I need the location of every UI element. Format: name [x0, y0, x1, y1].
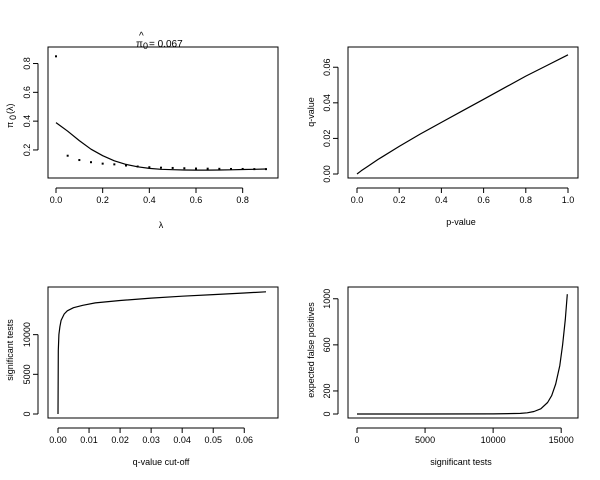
qvalue-x-axis: 0.0 0.2 0.4 0.6 0.8 1.0 — [351, 187, 575, 205]
qvalue-x-tick-label: 0.2 — [393, 195, 406, 205]
panel-false-positives: 0 5000 10000 15000 0 200 600 1000 significant … — [306, 286, 579, 467]
qvalue-y-axis: 0.00 0.02 0.04 0.06 — [322, 58, 339, 183]
pi0-title: ^ π 0 = 0.067 — [136, 31, 183, 51]
pi0-title-symbol: π — [136, 39, 143, 50]
pi0-title-hat: ^ — [139, 31, 144, 42]
qvalue-series — [356, 54, 569, 175]
pi0-y-axis-title-suffix: (λ) — [5, 104, 15, 115]
qvalue-y-tick-label: 0.00 — [322, 165, 332, 183]
significant-x-tick-label: 0.06 — [236, 435, 254, 445]
qvalue-plot-frame — [347, 46, 579, 179]
qvalue-y-axis-title: q-value — [306, 97, 316, 127]
pi0-x-tick-label: 0.6 — [190, 195, 203, 205]
qvalue-y-tick-label: 0.06 — [322, 58, 332, 76]
pi0-data-point — [66, 154, 69, 157]
false-positives-y-axis: 0 200 600 1000 — [322, 289, 339, 417]
pi0-title-subscript: 0 — [143, 41, 148, 51]
false-positives-y-tick-label: 200 — [322, 383, 332, 398]
pi0-x-axis-title: λ — [159, 220, 164, 230]
significant-y-axis: 0 5000 10000 — [22, 322, 39, 417]
pi0-data-point — [113, 163, 116, 166]
pi0-series-line — [55, 122, 267, 171]
significant-y-tick-label: 5000 — [22, 364, 32, 384]
pi0-x-tick-label: 0.8 — [236, 195, 249, 205]
significant-series-line — [57, 291, 267, 415]
pi0-y-axis-title-subscript: 0 — [8, 115, 18, 120]
pi0-y-tick-label: 0.6 — [22, 86, 32, 99]
significant-y-tick-label: 10000 — [22, 322, 32, 347]
pi0-y-axis-title: π 0 (λ) — [5, 104, 18, 129]
significant-x-axis: 0.00 0.01 0.02 0.03 0.04 0.05 0.06 — [49, 427, 254, 445]
qvalue-x-tick-label: 1.0 — [562, 195, 575, 205]
qvalue-y-tick-label: 0.04 — [322, 94, 332, 112]
significant-y-tick-label: 0 — [22, 411, 32, 416]
significant-plot-frame — [47, 286, 279, 419]
pi0-y-tick-label: 0.4 — [22, 115, 32, 128]
pi0-data-point — [206, 167, 209, 170]
pi0-data-point — [183, 167, 186, 170]
pi0-x-tick-label: 0.0 — [50, 195, 63, 205]
qvalue-x-axis-title: p-value — [446, 217, 476, 227]
pi0-data-point — [218, 167, 221, 170]
pi0-y-tick-label: 0.2 — [22, 144, 32, 157]
false-positives-x-tick-label: 15000 — [549, 435, 574, 445]
significant-series — [57, 291, 267, 415]
pi0-x-tick-label: 0.2 — [96, 195, 109, 205]
panel-significant-qcutoff: 0.00 0.01 0.02 0.03 0.04 0.05 0.06 0500010000 … — [5, 286, 279, 467]
pi0-y-axis-title-base: π — [5, 122, 15, 128]
false-positives-x-axis: 0 5000 10000 15000 — [354, 427, 574, 445]
significant-x-tick-label: 0.02 — [111, 435, 129, 445]
false-positives-x-tick-label: 0 — [354, 435, 359, 445]
pi0-data-point — [160, 166, 162, 169]
pi0-series — [55, 55, 267, 171]
pi0-plot-frame — [47, 46, 279, 179]
pi0-data-point — [90, 161, 92, 164]
pi0-data-point — [148, 166, 151, 169]
significant-x-tick-label: 0.04 — [173, 435, 191, 445]
qvalue-x-tick-label: 0.4 — [435, 195, 448, 205]
pi0-data-point — [125, 164, 127, 167]
pi0-x-tick-label: 0.4 — [143, 195, 156, 205]
false-positives-y-tick-label: 0 — [322, 411, 332, 416]
pi0-data-point — [195, 167, 197, 170]
pi0-data-point — [78, 159, 81, 162]
false-positives-y-tick-label: 1000 — [322, 289, 332, 309]
pi0-x-axis: 0.0 0.2 0.4 0.6 0.8 — [50, 187, 249, 205]
pi0-title-value: = 0.067 — [149, 39, 183, 50]
false-positives-y-tick-label: 600 — [322, 337, 332, 352]
false-positives-x-tick-label: 5000 — [415, 435, 435, 445]
significant-x-axis-title: q-value cut-off — [133, 457, 190, 467]
pi0-data-point — [230, 167, 232, 170]
false-positives-x-axis-title: significant tests — [430, 457, 492, 467]
significant-x-tick-label: 0.00 — [49, 435, 67, 445]
pi0-y-axis: 0.2 0.4 0.6 0.8 — [22, 57, 39, 157]
significant-x-tick-label: 0.05 — [204, 435, 222, 445]
false-positives-series-line — [357, 294, 568, 415]
qvalue-series-line — [356, 54, 569, 175]
false-positives-plot-frame — [347, 286, 579, 419]
pi0-data-point — [101, 162, 104, 165]
false-positives-x-tick-label: 10000 — [481, 435, 506, 445]
qvalue-x-tick-label: 0.8 — [520, 195, 533, 205]
qvalue-x-tick-label: 0.6 — [477, 195, 490, 205]
pi0-data-point — [171, 166, 174, 169]
significant-x-tick-label: 0.03 — [142, 435, 160, 445]
significant-y-axis-title: significant tests — [5, 319, 15, 381]
panel-qvalue-pvalue: 0.0 0.2 0.4 0.6 0.8 1.0 0.00 0.02 0.04 0.06 p-va… — [306, 46, 579, 227]
panel-pi0: ^ π 0 = 0.067 0.0 0.2 0.4 0.6 0.8 0.20.40.60… — [5, 31, 279, 230]
pi0-y-tick-label: 0.8 — [22, 57, 32, 70]
false-positives-series — [357, 294, 568, 415]
qvalue-x-tick-label: 0.0 — [351, 195, 364, 205]
qvalue-y-tick-label: 0.02 — [322, 130, 332, 148]
pi0-data-point — [55, 55, 57, 58]
significant-x-tick-label: 0.01 — [80, 435, 98, 445]
false-positives-y-axis-title: expected false positives — [306, 302, 316, 398]
